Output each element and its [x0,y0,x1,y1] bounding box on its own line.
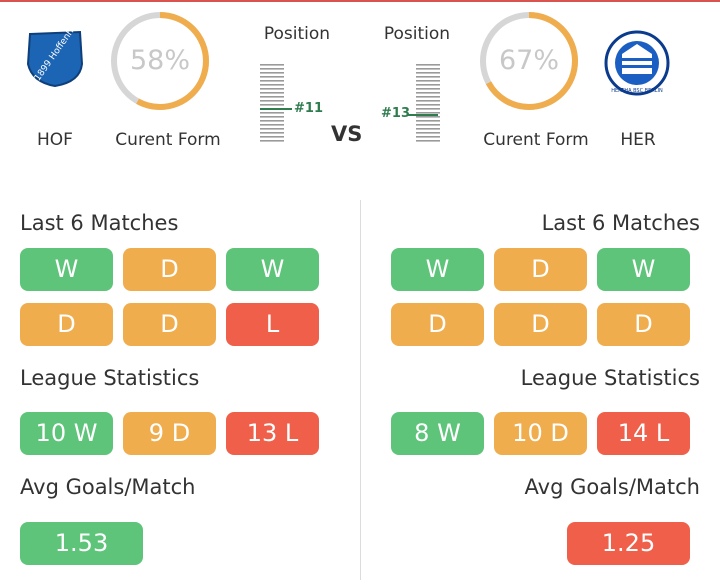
position-scale-tick [416,80,440,82]
top-accent-line [0,0,720,2]
position-scale-tick [416,100,440,102]
hoffenheim-crest-icon: TSG 1899 Hoffenheim [22,24,86,90]
home-last6-result: W [226,248,319,291]
position-scale-tick [260,92,284,94]
position-scale-tick [260,112,284,114]
position-scale-tick [260,96,284,98]
home-position-label: Position [263,24,331,44]
position-scale-tick [260,80,284,82]
position-scale-tick [260,124,284,126]
home-last6-result: L [226,303,319,346]
position-scale-tick [416,140,440,142]
away-form-label: Curent Form [483,130,589,150]
position-scale-tick [260,64,284,66]
position-scale-tick [416,96,440,98]
away-last6-result: W [391,248,484,291]
home-last6-result: D [20,303,113,346]
away-position-marker [408,114,438,116]
home-last6-result: D [123,248,216,291]
position-scale-tick [416,88,440,90]
away-last6-result: W [597,248,690,291]
position-scale-tick [416,116,440,118]
away-position-label: Position [383,24,451,44]
panel-divider [360,200,361,580]
position-scale-tick [416,128,440,130]
position-scale-tick [260,128,284,130]
position-scale-tick [260,116,284,118]
position-scale-tick [260,88,284,90]
position-scale-tick [416,112,440,114]
away-team-abbr: HER [620,130,656,150]
away-avg-title: Avg Goals/Match [524,475,701,499]
home-last6-title: Last 6 Matches [20,211,179,235]
home-avg-title: Avg Goals/Match [20,475,196,499]
home-league-draws: 9 D [123,412,216,455]
away-form-gauge: 67% [477,9,581,113]
home-league-wins: 10 W [20,412,113,455]
position-scale-tick [260,100,284,102]
position-scale-tick [416,124,440,126]
home-position-value: #11 [294,101,323,116]
home-league-losses: 13 L [226,412,319,455]
home-last6-result: W [20,248,113,291]
away-team-logo[interactable]: HERTHA BSC BERLIN [604,30,670,96]
away-last6-result: D [494,303,587,346]
away-position-scale [416,64,440,144]
position-scale-tick [416,68,440,70]
away-position-value: #13 [381,106,410,121]
home-form-ring-fill [111,12,209,110]
away-league-losses: 14 L [597,412,690,455]
position-scale-tick [416,120,440,122]
hertha-crest-icon: HERTHA BSC BERLIN [604,30,670,96]
home-form-gauge: 58% [108,9,212,113]
away-league-draws: 10 D [494,412,587,455]
position-scale-tick [416,92,440,94]
home-last6-result: D [123,303,216,346]
position-scale-tick [416,108,440,110]
away-league-title: League Statistics [520,366,700,390]
home-position-scale [260,64,284,144]
home-team-abbr: HOF [37,130,73,150]
vs-label: VS [331,122,363,146]
position-scale-tick [416,136,440,138]
away-last6-result: D [597,303,690,346]
position-scale-tick [416,72,440,74]
home-avg-goals: 1.53 [20,522,143,565]
away-form-ring-fill [480,12,578,110]
position-scale-tick [416,76,440,78]
position-scale-tick [260,84,284,86]
away-logo-text: HERTHA BSC BERLIN [611,88,663,94]
away-form-percent: 67% [498,45,559,76]
position-scale-tick [416,84,440,86]
home-position-marker [260,108,292,110]
position-scale-tick [260,72,284,74]
home-form-label: Curent Form [115,130,221,150]
home-league-title: League Statistics [20,366,200,390]
position-scale-tick [260,140,284,142]
position-scale-tick [416,104,440,106]
away-last6-result: D [391,303,484,346]
position-scale-tick [260,132,284,134]
position-scale-tick [416,64,440,66]
position-scale-tick [260,76,284,78]
home-form-percent: 58% [129,45,190,76]
position-scale-tick [416,132,440,134]
away-last6-title: Last 6 Matches [541,211,700,235]
position-scale-tick [260,120,284,122]
away-avg-goals: 1.25 [567,522,690,565]
position-scale-tick [260,136,284,138]
position-scale-tick [260,68,284,70]
away-last6-result: D [494,248,587,291]
home-team-logo[interactable]: TSG 1899 Hoffenheim [22,24,88,90]
position-scale-tick [260,104,284,106]
away-league-wins: 8 W [391,412,484,455]
